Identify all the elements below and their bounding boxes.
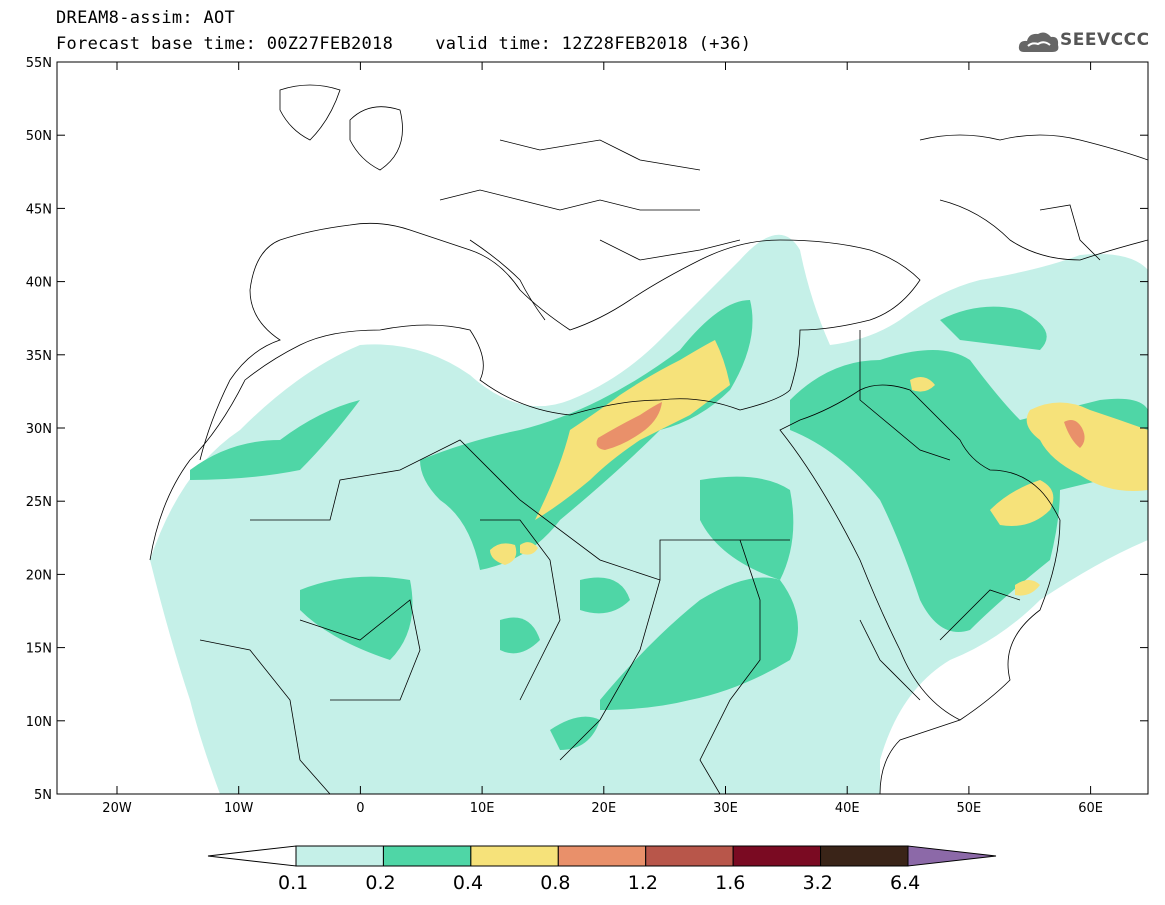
lat-label: 30N xyxy=(26,422,52,437)
longitude-axis: 20W 10W 0 10E 20E 30E 40E 50E 60E xyxy=(102,62,1103,816)
colorbar-swatch xyxy=(645,845,734,867)
colorbar-label: 1.6 xyxy=(715,872,746,894)
colorbar-swatch xyxy=(557,845,647,867)
lat-label: 40N xyxy=(26,276,52,291)
lon-label: 0 xyxy=(356,801,364,816)
lat-label: 20N xyxy=(26,568,52,583)
seevccc-logo-text: SEEVCCC xyxy=(1060,30,1150,50)
lat-label: 50N xyxy=(26,129,52,144)
colorbar-label: 1.2 xyxy=(627,872,658,894)
colorbar-label: 0.2 xyxy=(365,872,396,894)
lon-label: 50E xyxy=(957,801,982,816)
latitude-axis: 55N 50N 45N 40N 35N 30N 25N 20N 15N 10N 5N xyxy=(26,56,1148,803)
lon-label: 20E xyxy=(591,801,616,816)
colorbar-left-arrow xyxy=(207,845,297,867)
lon-label: 10E xyxy=(470,801,495,816)
colorbar-swatch xyxy=(295,845,384,867)
lon-label: 40E xyxy=(835,801,860,816)
colorbar-right-arrow xyxy=(907,845,997,867)
seevccc-cloud-logo-icon xyxy=(1018,32,1059,52)
colorbar-label: 0.8 xyxy=(540,872,571,894)
lon-label: 10W xyxy=(224,801,254,816)
map-title: DREAM8-assim: AOT xyxy=(56,8,236,28)
lat-label: 10N xyxy=(26,715,52,730)
colorbar-label: 0.1 xyxy=(278,872,309,894)
colorbar-swatch xyxy=(732,845,822,867)
colorbar-label: 6.4 xyxy=(890,872,921,894)
lat-label: 55N xyxy=(26,56,52,71)
colorbar-label: 0.4 xyxy=(452,872,484,894)
lat-label: 35N xyxy=(26,349,52,364)
colorbar-swatch xyxy=(470,845,559,867)
lat-label: 15N xyxy=(26,642,52,657)
colorbar xyxy=(207,845,997,867)
lon-label: 30E xyxy=(713,801,738,816)
lat-label: 45N xyxy=(26,202,52,217)
coastlines-borders xyxy=(149,84,1148,794)
aot-fields xyxy=(149,84,1148,794)
lat-label: 5N xyxy=(34,788,52,803)
lon-label: 20W xyxy=(102,801,132,816)
aot-level-0.8-area xyxy=(596,402,1085,450)
forecast-time-line: Forecast base time: 00Z27FEB2018 valid t… xyxy=(56,34,752,54)
colorbar-label: 3.2 xyxy=(802,872,833,894)
lon-label: 60E xyxy=(1078,801,1103,816)
colorbar-swatch xyxy=(382,845,472,867)
lat-label: 25N xyxy=(26,495,52,510)
colorbar-swatch xyxy=(820,845,909,867)
